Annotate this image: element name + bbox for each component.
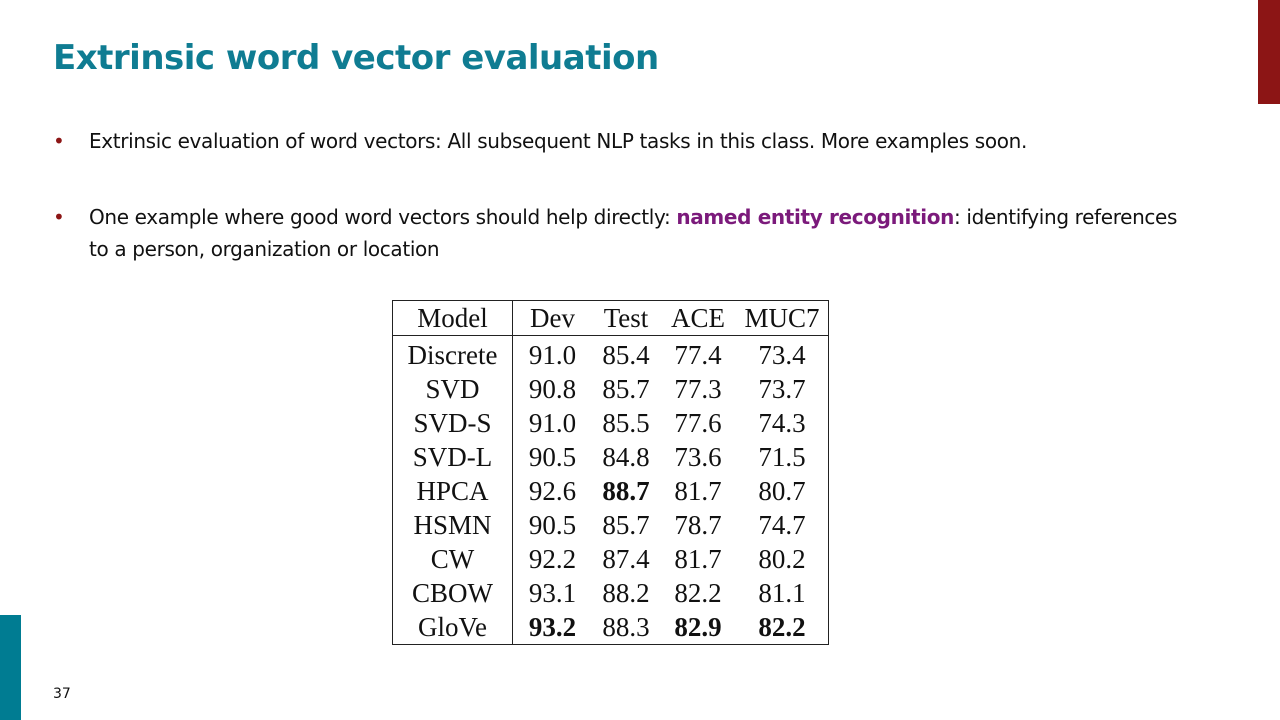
cell-dev: 92.2 [528, 543, 577, 574]
cell-test: 88.3 [602, 611, 650, 642]
table-row: HSMN 90.5 85.7 78.7 74.7 [392, 508, 829, 542]
cell-test: 85.5 [602, 407, 650, 438]
table-row: HPCA 92.6 88.7 81.7 80.7 [392, 474, 829, 508]
cell-dev: 93.1 [528, 577, 577, 608]
ner-results-table: Model Dev Test ACE MUC7 Discrete 91.0 85.4… [392, 300, 829, 645]
bullet-dot-icon: • [53, 205, 65, 229]
highlighted-term: named entity recognition [676, 205, 955, 229]
cell-muc7: 74.7 [758, 509, 806, 540]
cell-ace: 78.7 [674, 509, 722, 540]
cell-model: Discrete [392, 335, 513, 372]
cell-model: SVD-S [392, 406, 513, 440]
cell-muc7: 80.7 [758, 475, 806, 506]
cell-dev: 90.8 [528, 373, 577, 404]
table-row: SVD-L 90.5 84.8 73.6 71.5 [392, 440, 829, 474]
cell-muc7: 81.1 [758, 577, 806, 608]
cell-ace: 82.2 [674, 577, 722, 608]
bullet-text: One example where good word vectors shou… [89, 201, 1179, 265]
cell-test: 84.8 [602, 441, 650, 472]
table-row: SVD 90.8 85.7 77.3 73.7 [392, 372, 829, 406]
column-header-dev: Dev [512, 300, 592, 336]
cell-ace: 77.3 [674, 373, 722, 404]
cell-dev: 90.5 [528, 441, 577, 472]
cell-model: CBOW [392, 576, 513, 610]
cell-ace: 81.7 [674, 475, 722, 506]
column-header-model: Model [392, 300, 513, 336]
cell-ace: 77.4 [674, 339, 722, 370]
cell-model: GloVe [392, 610, 513, 645]
top-right-accent-bar [1258, 0, 1280, 104]
table-row: SVD-S 91.0 85.5 77.6 74.3 [392, 406, 829, 440]
cell-ace: 82.9 [674, 611, 722, 642]
cell-model: HSMN [392, 508, 513, 542]
cell-dev: 92.6 [528, 475, 577, 506]
column-header-ace: ACE [660, 300, 736, 336]
cell-ace: 73.6 [674, 441, 722, 472]
cell-test: 85.7 [602, 373, 650, 404]
cell-ace: 77.6 [674, 407, 722, 438]
table-body: Discrete 91.0 85.4 77.4 73.4 SVD 90.8 85.7 77.3 7… [392, 335, 829, 645]
cell-muc7: 82.2 [758, 611, 806, 642]
cell-test: 88.2 [602, 577, 650, 608]
cell-muc7: 80.2 [758, 543, 806, 574]
cell-muc7: 73.4 [758, 339, 806, 370]
cell-dev: 93.2 [528, 611, 577, 642]
table-row: CBOW 93.1 88.2 82.2 81.1 [392, 576, 829, 610]
bullet-dot-icon: • [53, 129, 65, 153]
table-row: GloVe 93.2 88.3 82.9 82.2 [392, 610, 829, 645]
cell-muc7: 73.7 [758, 373, 806, 404]
cell-dev: 91.0 [528, 339, 577, 370]
cell-test: 88.7 [602, 475, 650, 506]
cell-model: HPCA [392, 474, 513, 508]
bullet-text: Extrinsic evaluation of word vectors: Al… [89, 129, 1027, 153]
cell-muc7: 74.3 [758, 407, 806, 438]
table-row: Discrete 91.0 85.4 77.4 73.4 [392, 335, 829, 372]
table-row: CW 92.2 87.4 81.7 80.2 [392, 542, 829, 576]
cell-ace: 81.7 [674, 543, 722, 574]
cell-model: CW [392, 542, 513, 576]
cell-dev: 90.5 [528, 509, 577, 540]
slide-title: Extrinsic word vector evaluation [53, 38, 659, 78]
cell-test: 85.7 [602, 509, 650, 540]
cell-dev: 91.0 [528, 407, 577, 438]
column-header-muc7: MUC7 [736, 300, 829, 336]
cell-test: 85.4 [602, 339, 650, 370]
column-header-test: Test [592, 300, 660, 336]
table-header-row: Model Dev Test ACE MUC7 [392, 300, 829, 336]
cell-model: SVD [392, 372, 513, 406]
cell-test: 87.4 [602, 543, 650, 574]
bullet-text-after: : identifying references to a person, or… [89, 205, 1178, 261]
cell-muc7: 71.5 [758, 441, 806, 472]
page-number: 37 [53, 686, 71, 702]
bottom-left-accent-bar [0, 615, 21, 720]
cell-model: SVD-L [392, 440, 513, 474]
bullet-text-before: One example where good word vectors shou… [89, 205, 677, 229]
